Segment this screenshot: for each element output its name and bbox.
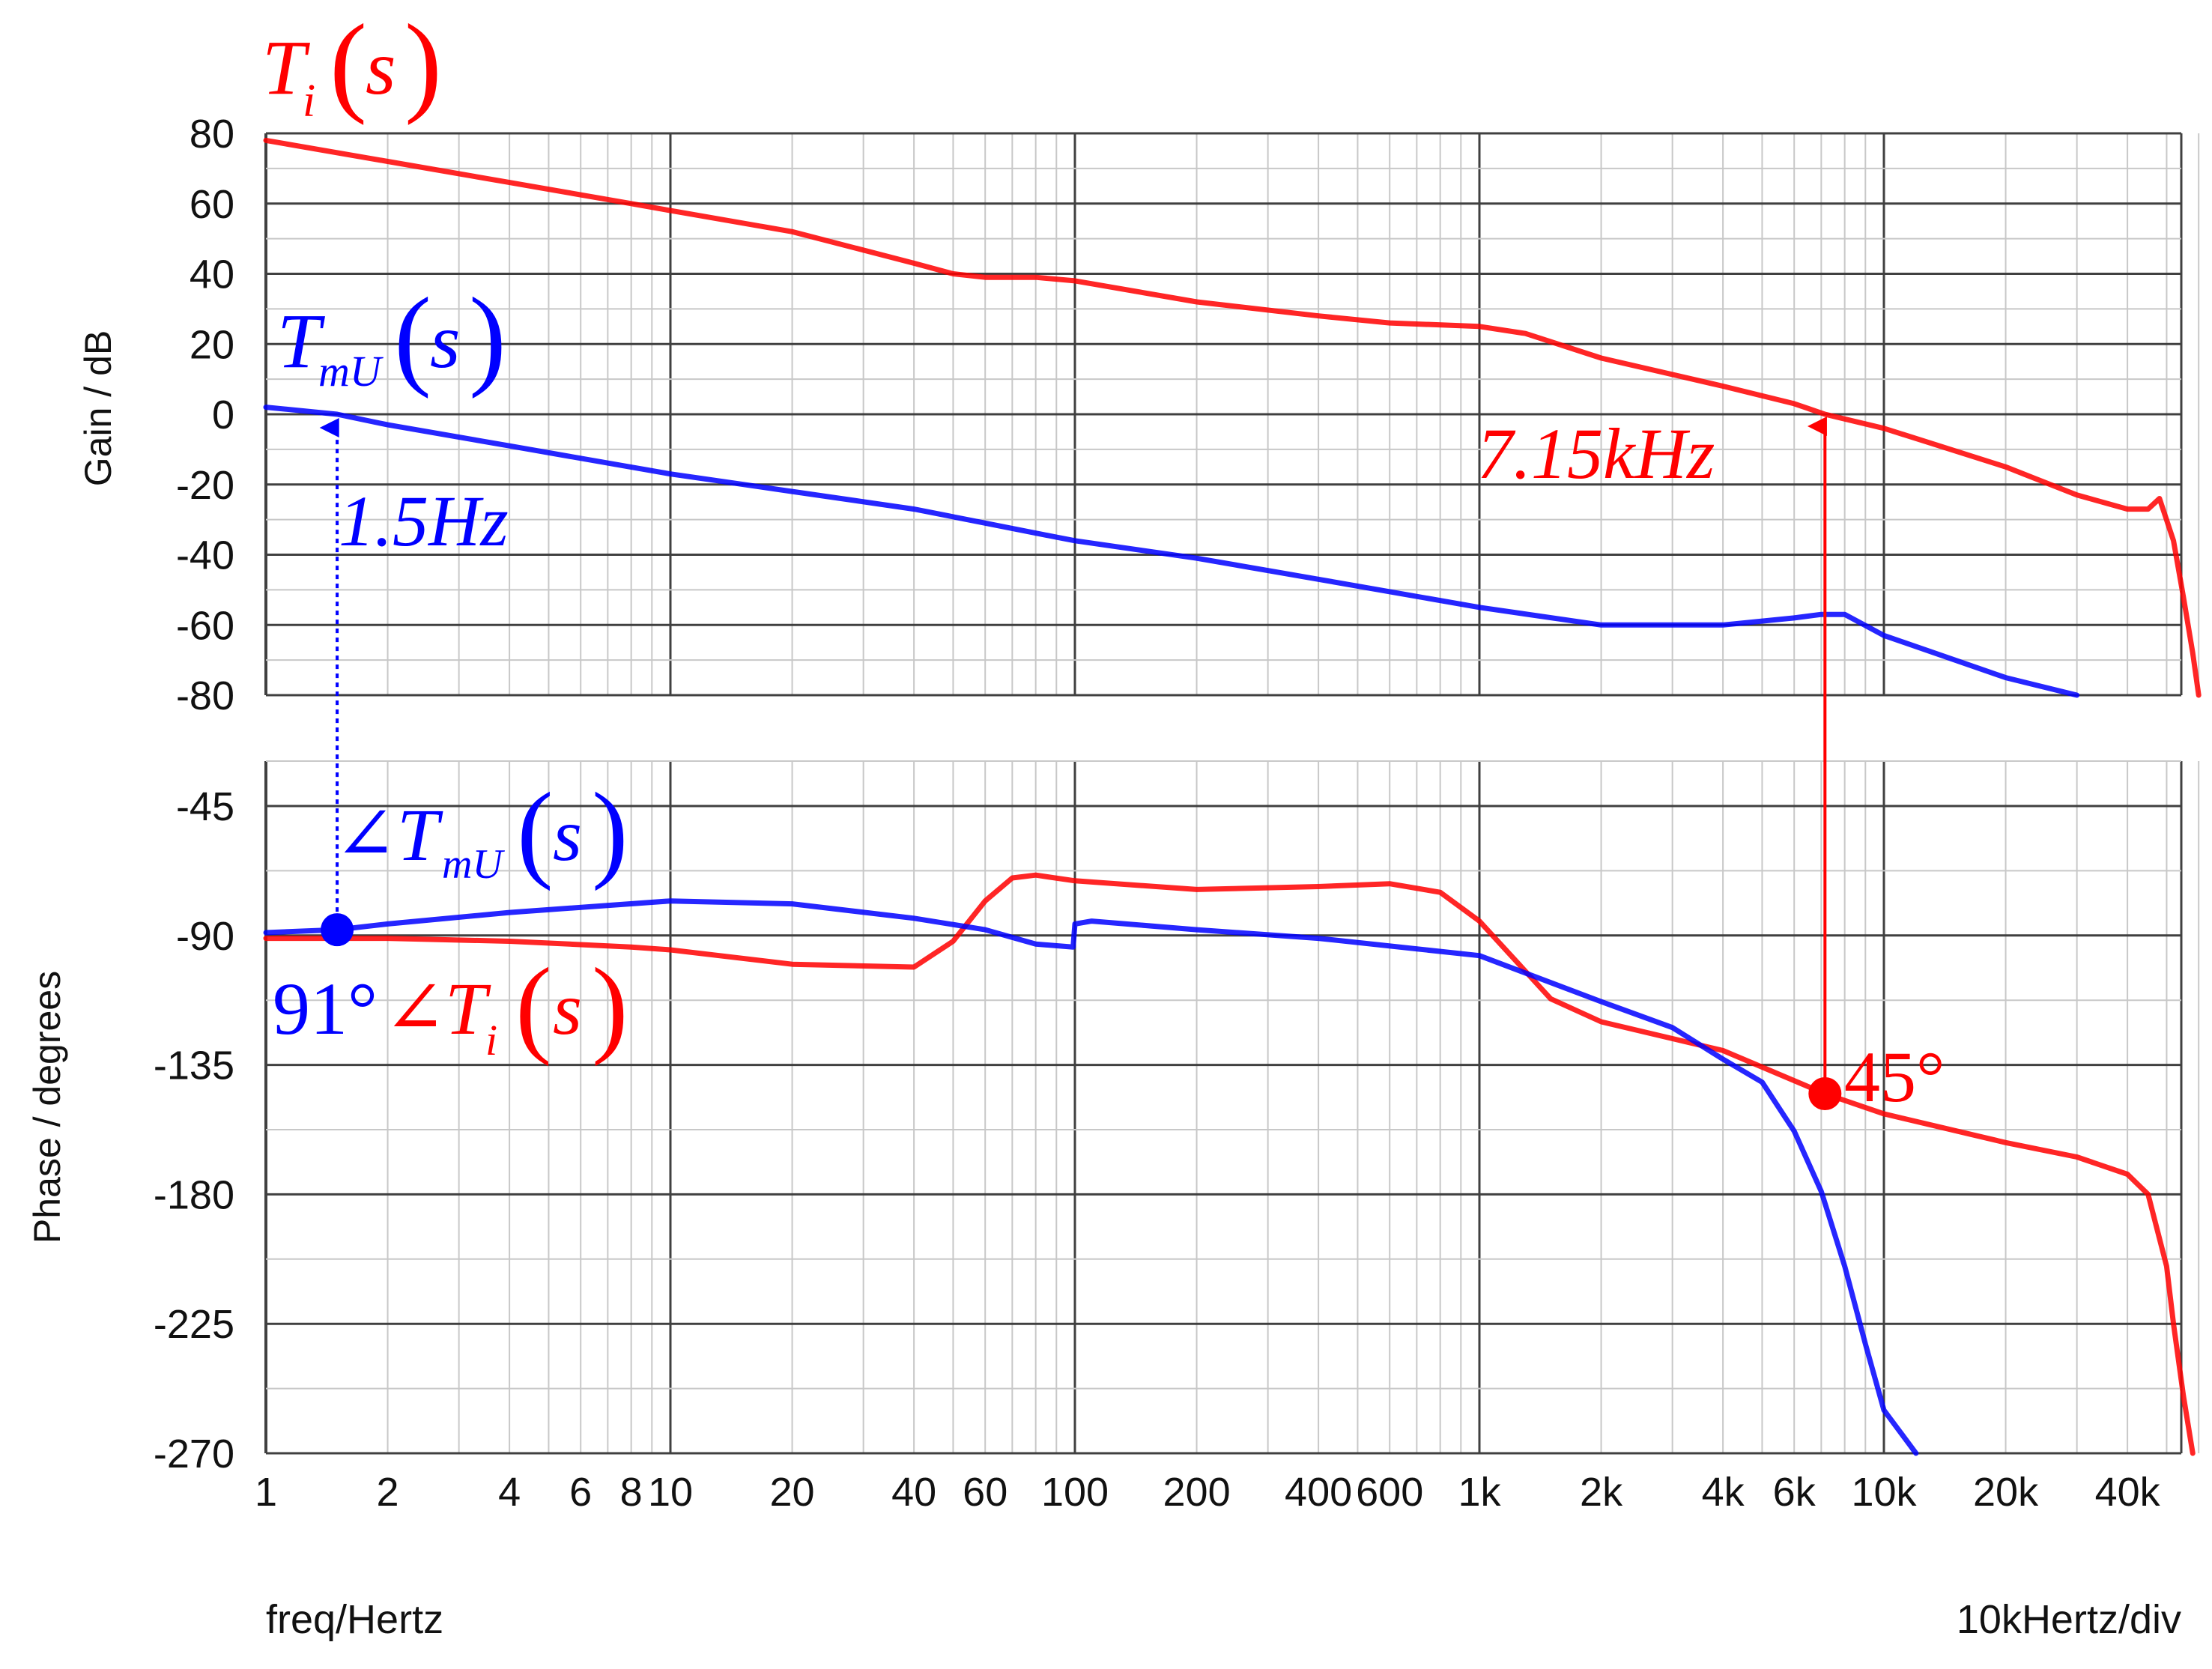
- pm-blue-label: 91°: [273, 967, 378, 1050]
- ti-phase-s: s: [553, 967, 582, 1050]
- tmu-subscript: mU: [318, 347, 384, 396]
- x-tick-label: 6: [569, 1470, 592, 1515]
- phase-y-tick-label: -225: [154, 1302, 234, 1347]
- x-tick-label: 2: [377, 1470, 399, 1515]
- gain-y-tick-label: -40: [176, 533, 234, 578]
- blue-crossover-marker: [321, 913, 354, 947]
- phase-series: [263, 872, 2196, 1456]
- ti-symbol: T: [262, 25, 310, 111]
- crossover-red-label: 7.15kHz: [1477, 414, 1715, 494]
- tmu-phase-s: s: [553, 793, 582, 876]
- tmu-phase-subscript: mU: [442, 841, 505, 888]
- ti-phase-lparen: (: [515, 945, 552, 1067]
- gain-y-tick-label: -20: [176, 463, 234, 508]
- phase-y-axis-title: Phase / degrees: [26, 971, 68, 1244]
- tmu-phase-symbol: T: [397, 793, 443, 876]
- tmu-s: s: [430, 298, 460, 384]
- gain-y-ticks: 80 60 40 20 0 -20 -40 -60 -80: [176, 112, 234, 718]
- gain-y-axis-title: Gain / dB: [77, 330, 119, 486]
- gain-y-tick-label: 0: [212, 393, 234, 437]
- gain-y-tick-label: -80: [176, 673, 234, 718]
- gain-series: [263, 137, 2202, 698]
- gain-y-tick-label: -60: [176, 603, 234, 648]
- x-tick-label: 1: [255, 1470, 277, 1515]
- pm-red-label: 45°: [1844, 1037, 1945, 1117]
- phase-y-tick-label: -180: [154, 1172, 234, 1217]
- ti-phase-subscript: i: [485, 1016, 497, 1064]
- ti-phase-rparen: ): [592, 945, 628, 1067]
- x-tick-label: 6k: [1773, 1470, 1816, 1515]
- tmu-rparen: ): [469, 275, 506, 399]
- x-tick-label: 8: [620, 1470, 643, 1515]
- gain-y-tick-label: 80: [190, 112, 234, 157]
- tmu-phase-rparen: ): [592, 770, 628, 891]
- ti-gain-line: [263, 137, 2202, 698]
- ti-angle: ∠: [384, 967, 446, 1050]
- ti-phase-line: [263, 872, 2196, 1456]
- tmu-gain-label: T mU ( s ): [277, 275, 506, 399]
- x-tick-label: 100: [1041, 1470, 1109, 1515]
- x-tick-label: 10: [648, 1470, 693, 1515]
- x-axis-title: freq/Hertz: [266, 1597, 443, 1642]
- x-tick-label: 60: [963, 1470, 1007, 1515]
- x-scale-label: 10kHertz/div: [1957, 1597, 2181, 1642]
- ti-phase-label: 91° ∠ T i ( s ): [273, 945, 628, 1067]
- tmu-gain-line: [263, 405, 2080, 698]
- tmu-phase-lparen: (: [517, 770, 554, 891]
- x-tick-label: 200: [1163, 1470, 1231, 1515]
- phase-y-tick-label: -270: [154, 1432, 234, 1476]
- phase-grid: [264, 760, 2200, 1455]
- ti-rparen: ): [404, 1, 442, 126]
- phase-y-ticks: -45 -90 -135 -180 -225 -270: [154, 784, 234, 1476]
- x-tick-label: 20: [770, 1470, 815, 1515]
- ti-gain-label: T i ( s ): [262, 1, 442, 127]
- crossover-blue-label: 1.5Hz: [339, 481, 509, 561]
- tmu-lparen: (: [394, 275, 431, 399]
- crossover-markers: [319, 417, 1842, 1110]
- ti-phase-symbol: T: [445, 967, 491, 1050]
- x-tick-label: 4k: [1702, 1470, 1745, 1515]
- phase-y-tick-label: -45: [176, 784, 234, 829]
- gain-y-tick-label: 40: [190, 252, 234, 297]
- x-ticks: 1 2 4 6 8 10 20 40 60 100 200 400 600 1k 2k 4k 6k 10k 20k 4…: [255, 1470, 2161, 1515]
- tmu-phase-line: [263, 898, 1919, 1456]
- phase-y-tick-label: -135: [154, 1043, 234, 1088]
- x-tick-label: 1k: [1458, 1470, 1501, 1515]
- gain-y-tick-label: 60: [190, 182, 234, 227]
- x-tick-label: 40k: [2095, 1470, 2161, 1515]
- gain-y-tick-label: 20: [190, 322, 234, 367]
- phase-y-tick-label: -90: [176, 914, 234, 959]
- x-tick-label: 4: [498, 1470, 521, 1515]
- x-tick-label: 2k: [1580, 1470, 1623, 1515]
- ti-subscript: i: [303, 76, 315, 127]
- x-tick-label: 400: [1285, 1470, 1352, 1515]
- ti-s: s: [366, 25, 396, 111]
- ti-lparen: (: [330, 1, 367, 126]
- x-tick-label: 10k: [1851, 1470, 1917, 1515]
- x-tick-label: 600: [1356, 1470, 1423, 1515]
- gain-grid: [264, 132, 2200, 697]
- x-tick-label: 40: [891, 1470, 936, 1515]
- tmu-symbol: T: [277, 298, 325, 384]
- red-crossover-marker: [1808, 1077, 1842, 1110]
- tmu-angle: ∠: [334, 793, 397, 876]
- tmu-phase-label: ∠ T mU ( s ): [334, 770, 628, 891]
- x-tick-label: 20k: [1973, 1470, 2039, 1515]
